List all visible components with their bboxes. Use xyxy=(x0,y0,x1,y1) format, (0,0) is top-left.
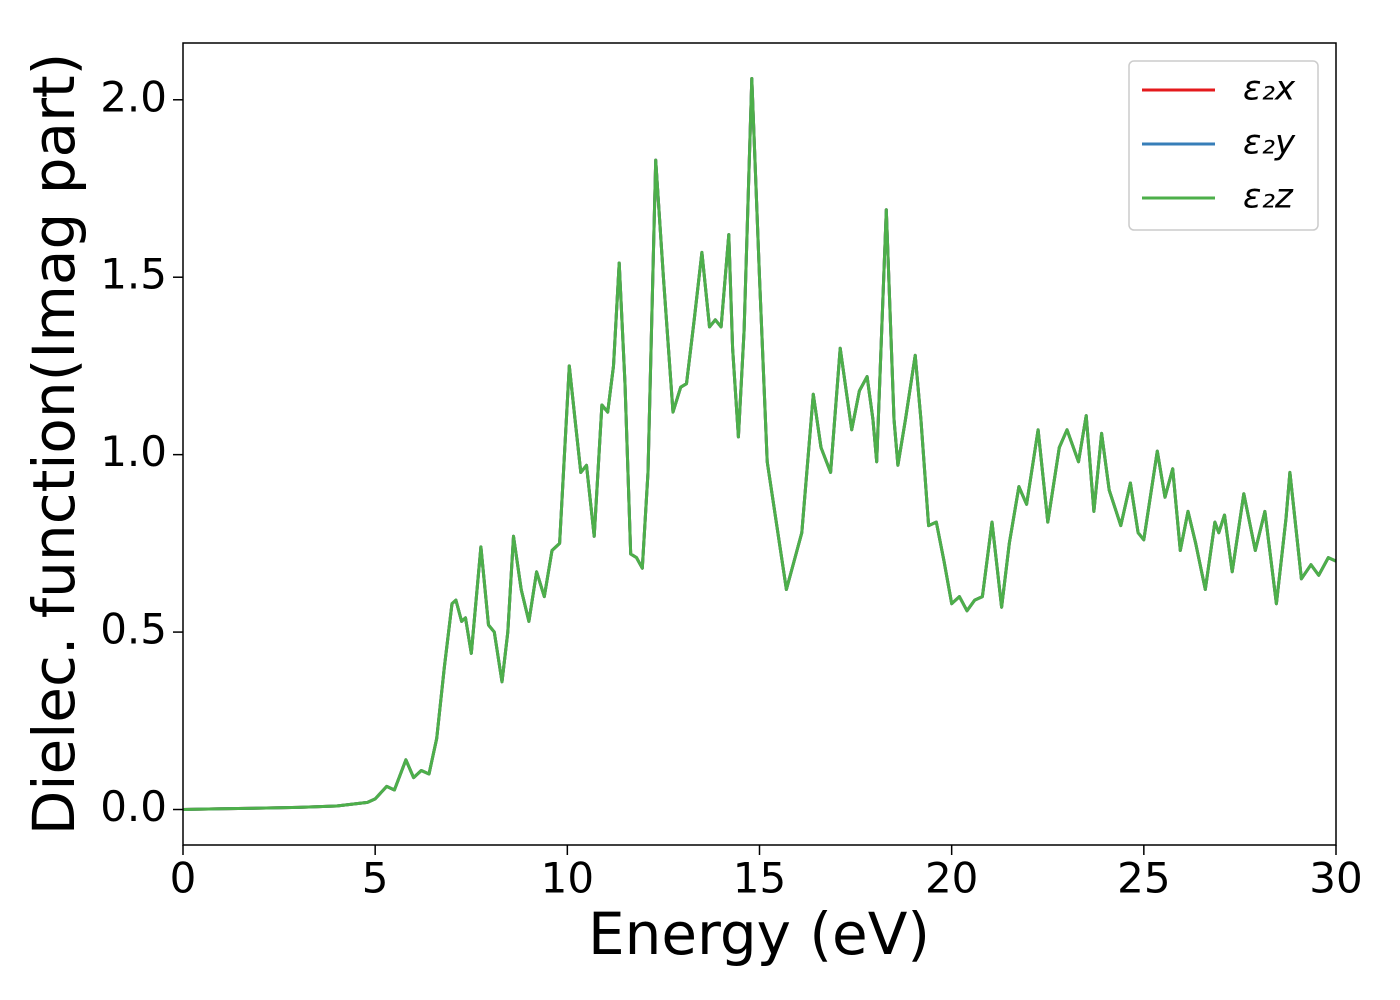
x-tick-label: 15 xyxy=(733,854,786,903)
plot-frame xyxy=(182,42,1337,846)
series-line xyxy=(183,77,1336,811)
legend-label: ε₂y xyxy=(1243,123,1296,163)
legend-label: ε₂x xyxy=(1243,69,1296,109)
x-tick-label: 30 xyxy=(1309,854,1362,903)
x-tick-label: 10 xyxy=(541,854,594,903)
x-tick-label: 5 xyxy=(362,854,389,903)
x-tick-label: 25 xyxy=(1117,854,1170,903)
x-tick-label: 0 xyxy=(170,854,197,903)
y-axis-label: Dielec. function(Imag part) xyxy=(20,53,88,836)
legend-box xyxy=(1128,60,1319,231)
y-tick-label: 0.0 xyxy=(100,782,167,831)
x-axis-label: Energy (eV) xyxy=(588,900,930,968)
x-tick-label: 20 xyxy=(925,854,978,903)
y-tick-label: 0.5 xyxy=(100,605,167,654)
y-tick-label: 1.0 xyxy=(100,427,167,476)
y-tick-label: 2.0 xyxy=(100,72,167,121)
legend-label: ε₂z xyxy=(1243,177,1294,217)
y-tick-label: 1.5 xyxy=(100,250,167,299)
